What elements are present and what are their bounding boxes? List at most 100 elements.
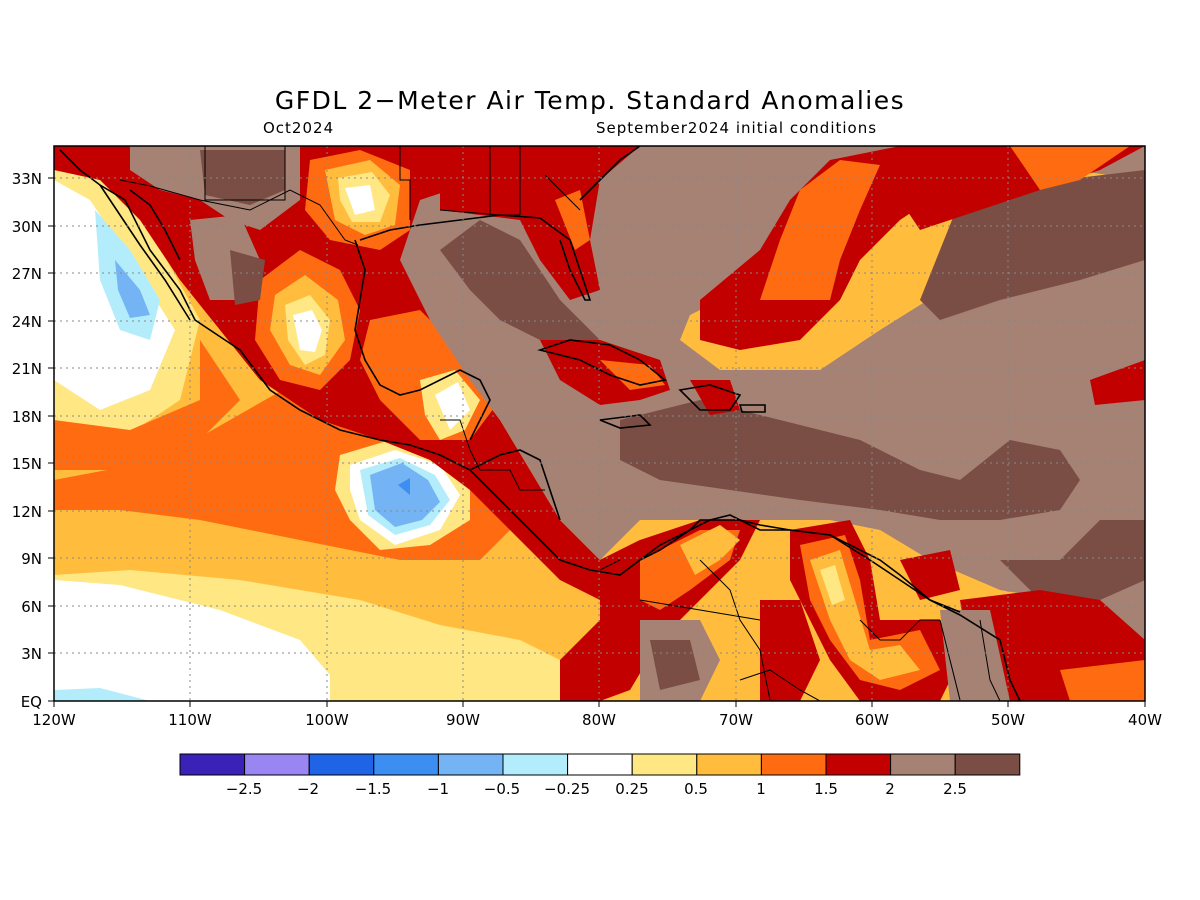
- border-suriname-guiana: [979, 619, 1001, 701]
- field-lightblue-south: [54, 688, 150, 701]
- initial-conditions-label: September2024 initial conditions: [596, 119, 878, 137]
- field-white-texas: [345, 185, 375, 215]
- lat-label-27n: 27N: [12, 265, 42, 283]
- lat-label-24n: 24N: [12, 313, 42, 331]
- colorbar-label-2: −1.5: [355, 780, 391, 798]
- lat-label-eq: EQ: [21, 693, 42, 711]
- graticule: [54, 146, 1145, 701]
- lat-label-18n: 18N: [12, 408, 42, 426]
- lat-label-6n: 6N: [21, 598, 42, 616]
- colorbar-swatches: [179, 753, 1021, 776]
- colorbar-label-0: −2.5: [226, 780, 262, 798]
- lon-label-80w: 80W: [582, 711, 616, 729]
- map-title: GFDL 2−Meter Air Temp. Standard Anomalie…: [274, 86, 906, 115]
- field-orange-atlantic: [760, 160, 880, 300]
- border-us-state-ga: [544, 174, 581, 211]
- lon-label-40w: 40W: [1128, 711, 1162, 729]
- coastline-central-america-caribbean: [469, 449, 561, 521]
- lat-label-30n: 30N: [12, 218, 42, 236]
- field-brown-atlantic: [820, 146, 1145, 390]
- axis-ticks: [48, 177, 1146, 707]
- lon-label-50w: 50W: [991, 711, 1025, 729]
- colorbar-swatch-11: [890, 753, 956, 776]
- coastline-jamaica: [599, 414, 652, 429]
- field-white-south: [54, 580, 330, 701]
- coastline-southeast-us: [579, 146, 641, 201]
- colorbar-label-9: 1.5: [814, 780, 838, 798]
- colorbar-swatch-1: [244, 753, 310, 776]
- border-us-state-tx: [399, 146, 411, 220]
- lat-label-3n: 3N: [21, 645, 42, 663]
- lat-label-21n: 21N: [12, 360, 42, 378]
- field-darkbrown-andes: [650, 640, 700, 690]
- coastline-hispaniola: [678, 384, 742, 411]
- coastline-gulf-california: [129, 189, 181, 261]
- field-orange-atlantic-ne: [1010, 146, 1130, 190]
- colorbar-swatch-6: [567, 753, 633, 776]
- colorbar-swatch-0: [179, 753, 246, 776]
- lat-label-33n: 33N: [12, 170, 42, 188]
- field-lightorange-colombia: [680, 525, 740, 575]
- border-venezuela-guyana: [859, 619, 940, 641]
- colorbar-swatch-10: [825, 753, 892, 776]
- border-panama-colombia: [599, 559, 621, 571]
- colorbar-swatch-12: [954, 753, 1021, 776]
- anomaly-field: [54, 146, 1145, 701]
- field-darkbrown-nw-mexico: [200, 150, 285, 205]
- coastline-puerto-rico: [738, 404, 766, 413]
- lat-label-12n: 12N: [12, 503, 42, 521]
- border-brazil-north: [739, 669, 821, 701]
- field-darkbrown-sierra: [230, 250, 265, 305]
- lon-label-70w: 70W: [719, 711, 753, 729]
- colorbar-swatch-7: [631, 753, 698, 776]
- colorbar-label-10: 2: [885, 780, 895, 798]
- lat-label-15n: 15N: [12, 455, 42, 473]
- lat-label-9n: 9N: [21, 550, 42, 568]
- lon-label-90w: 90W: [446, 711, 480, 729]
- lon-label-120w: 120W: [32, 711, 76, 729]
- colorbar-label-3: −1: [427, 780, 449, 798]
- field-brown-guianas: [940, 610, 1010, 701]
- colorbar-label-5: −0.25: [544, 780, 590, 798]
- coastline-gulf-mexico-west: [354, 239, 491, 441]
- colorbar-label-7: 0.5: [684, 780, 708, 798]
- border-us-state-az-nm: [204, 146, 286, 201]
- colorbar-swatch-2: [308, 753, 375, 776]
- latitude-labels: 33N 30N 27N 24N 21N 18N 15N 12N 9N 6N 3N…: [12, 170, 42, 711]
- colorbar-label-4: −0.5: [484, 780, 520, 798]
- field-red-amazon: [760, 600, 820, 701]
- border-honduras: [480, 469, 521, 491]
- field-red-hispaniola: [690, 380, 740, 415]
- colorbar-swatch-9: [760, 753, 827, 776]
- coastline-baja: [99, 184, 191, 321]
- colorbar-swatch-5: [502, 753, 569, 776]
- colorbar-label-1: −2: [297, 780, 319, 798]
- colorbar-label-8: 1: [756, 780, 766, 798]
- coastline-cuba: [537, 339, 667, 386]
- field-pale-venezuela: [820, 565, 845, 605]
- field-darkblue-coldpool: [398, 478, 410, 495]
- field-darkbrown-caribbean: [620, 400, 1080, 520]
- border-us-state-la: [439, 209, 520, 216]
- field-white-yucatan: [435, 382, 470, 430]
- political-borders: [119, 146, 1001, 701]
- colorbar-labels: −2.5 −2 −1.5 −1 −0.5 −0.25 0.25 0.5 1 1.…: [226, 780, 967, 798]
- lon-label-100w: 100W: [305, 711, 349, 729]
- colorbar-label-6: 0.25: [615, 780, 648, 798]
- field-blue-coldpool: [370, 463, 440, 527]
- border-colombia-south: [639, 599, 761, 621]
- colorbar-label-11: 2.5: [943, 780, 967, 798]
- colorbar-swatch-8: [696, 753, 762, 776]
- colorbar: −2.5 −2 −1.5 −1 −0.5 −0.25 0.25 0.5 1 1.…: [179, 753, 1021, 798]
- field-darkbrown-east: [1000, 520, 1145, 600]
- field-blue-baja: [115, 260, 150, 318]
- field-brown-atlantic-mid: [920, 320, 1145, 410]
- forecast-month-label: Oct2024: [263, 119, 335, 137]
- coastline-south-america-north: [639, 519, 961, 613]
- colorbar-swatch-4: [437, 753, 504, 776]
- lon-label-60w: 60W: [855, 711, 889, 729]
- lon-label-110w: 110W: [168, 711, 212, 729]
- border-guatemala: [440, 419, 481, 471]
- border-colombia-venezuela: [699, 559, 771, 701]
